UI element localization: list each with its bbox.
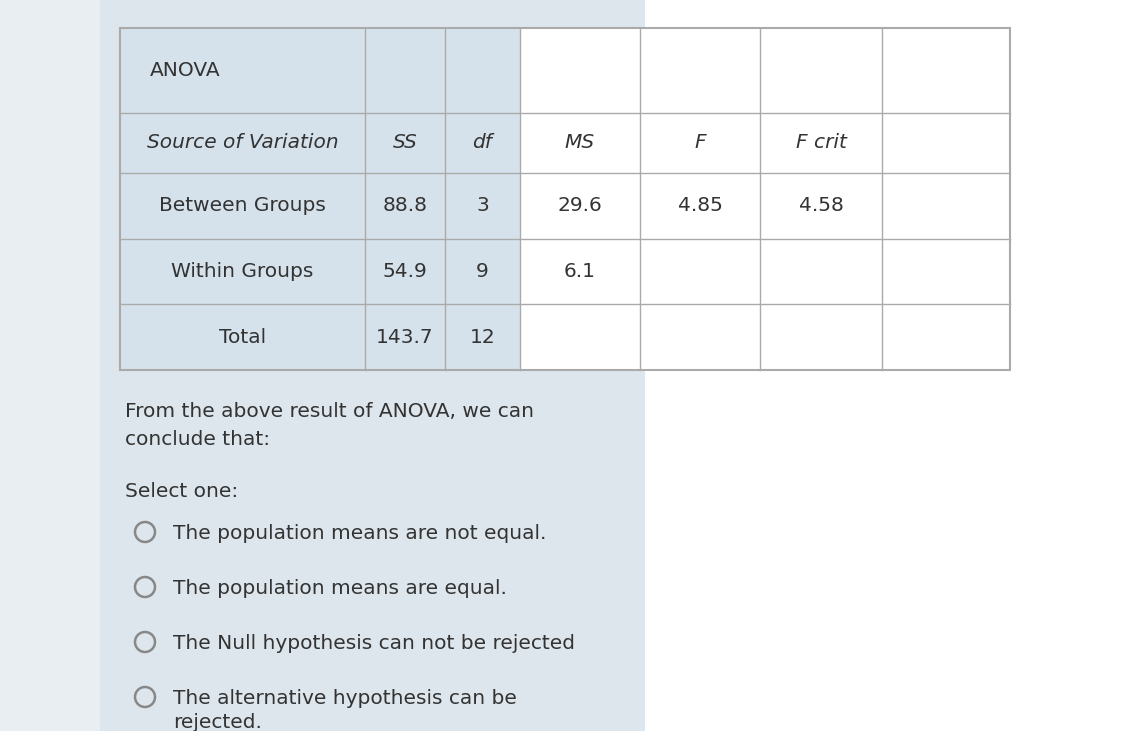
Bar xyxy=(120,28,520,370)
Text: 4.85: 4.85 xyxy=(677,196,722,215)
Text: MS: MS xyxy=(565,134,595,153)
Text: 54.9: 54.9 xyxy=(382,262,428,281)
Text: 3: 3 xyxy=(476,196,489,215)
Bar xyxy=(520,28,1010,370)
Bar xyxy=(100,0,645,731)
Text: 29.6: 29.6 xyxy=(558,196,602,215)
Text: F crit: F crit xyxy=(795,134,846,153)
Text: The Null hypothesis can not be rejected: The Null hypothesis can not be rejected xyxy=(173,634,575,653)
Text: 9: 9 xyxy=(476,262,489,281)
Text: Source of Variation: Source of Variation xyxy=(146,134,339,153)
Text: From the above result of ANOVA, we can: From the above result of ANOVA, we can xyxy=(125,402,534,421)
Text: Between Groups: Between Groups xyxy=(159,196,326,215)
Text: Within Groups: Within Groups xyxy=(171,262,314,281)
Text: rejected.: rejected. xyxy=(173,713,262,731)
Text: 12: 12 xyxy=(469,327,495,346)
Text: SS: SS xyxy=(393,134,417,153)
Bar xyxy=(645,0,1125,731)
Text: The population means are not equal.: The population means are not equal. xyxy=(173,524,547,543)
Text: df: df xyxy=(472,134,493,153)
Text: 4.58: 4.58 xyxy=(799,196,844,215)
Text: conclude that:: conclude that: xyxy=(125,430,270,449)
Text: 143.7: 143.7 xyxy=(376,327,434,346)
Text: The alternative hypothesis can be: The alternative hypothesis can be xyxy=(173,689,516,708)
Text: ANOVA: ANOVA xyxy=(150,61,220,80)
Bar xyxy=(120,28,1010,370)
Text: F: F xyxy=(694,134,705,153)
Text: 6.1: 6.1 xyxy=(564,262,596,281)
Text: Select one:: Select one: xyxy=(125,482,238,501)
Text: Total: Total xyxy=(219,327,267,346)
Text: 88.8: 88.8 xyxy=(382,196,428,215)
Text: The population means are equal.: The population means are equal. xyxy=(173,579,507,598)
